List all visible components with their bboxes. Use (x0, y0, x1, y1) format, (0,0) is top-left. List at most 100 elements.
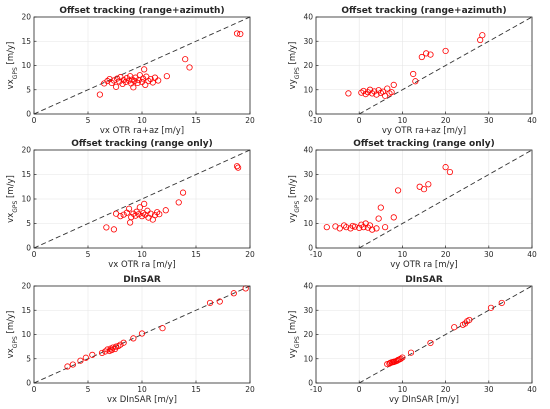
data-point-30 (147, 75, 154, 83)
x-tick-label-3: 20 (441, 250, 451, 259)
data-point-16 (375, 215, 382, 222)
x-tick-label-4: 30 (484, 250, 494, 259)
data-point-19 (466, 316, 473, 324)
data-point-37 (233, 30, 241, 37)
y-tick-label-3: 30 (303, 170, 313, 179)
y-axis-label: vxGPS [m/y] (6, 42, 19, 90)
x-tick-label-0: -10 (310, 116, 322, 125)
y-axis-label-subscript: GPS (294, 336, 301, 348)
x-tick-label-3: 15 (191, 116, 201, 125)
data-point-19 (131, 77, 138, 85)
data-point-13 (136, 204, 143, 211)
data-point-10 (360, 224, 367, 231)
y-tick-label-1: 5 (26, 219, 31, 228)
data-point-15 (373, 225, 380, 232)
chart-title: Offset tracking (range only) (71, 139, 212, 149)
data-point-12 (135, 211, 142, 218)
reference-line (358, 149, 533, 249)
chart-title: Offset tracking (range only) (353, 139, 494, 149)
data-point-25 (162, 207, 169, 214)
x-tick-label-0: 0 (32, 250, 37, 259)
chart-title: Offset tracking (range+azimuth) (59, 6, 224, 16)
data-point-18 (412, 78, 419, 85)
x-tick-label-4: 30 (484, 385, 494, 394)
chart-title: DInSAR (405, 275, 443, 285)
data-point-11 (397, 355, 404, 362)
y-tick-label-1: 5 (26, 85, 31, 94)
data-point-17 (130, 335, 137, 342)
x-tick-label-0: -10 (310, 250, 322, 259)
data-point-13 (407, 349, 415, 356)
data-point-3 (340, 222, 348, 229)
y-tick-label-3: 15 (21, 37, 31, 46)
x-tick-label-1: 5 (86, 385, 91, 394)
data-point-28 (233, 163, 241, 170)
y-tick-label-4: 20 (21, 282, 31, 291)
y-tick-label-2: 10 (21, 330, 31, 339)
x-tick-label-1: 0 (357, 116, 362, 125)
y-axis-label-unit: [m/y] (6, 175, 16, 201)
data-point-3 (117, 213, 124, 220)
data-point-4 (89, 351, 96, 358)
data-point-7 (127, 219, 134, 226)
x-tick-label-3: 15 (191, 385, 201, 394)
x-tick-label-1: 0 (357, 385, 362, 394)
data-point-21 (134, 79, 141, 87)
data-point-14 (138, 213, 146, 220)
data-point-26 (175, 199, 182, 206)
data-point-15 (451, 324, 458, 331)
data-point-6 (112, 83, 120, 90)
y-tick-label-2: 20 (303, 61, 313, 70)
x-axis-label: vx OTR ra [m/y] (108, 260, 175, 270)
data-point-10 (396, 356, 403, 363)
data-point-27 (142, 81, 149, 89)
y-tick-label-4: 20 (21, 146, 31, 155)
y-tick-label-2: 10 (21, 61, 31, 70)
y-tick-label-0: 0 (308, 379, 313, 388)
x-tick-label-1: 5 (86, 116, 91, 125)
y-tick-label-0: 0 (26, 379, 31, 388)
x-tick-label-4: 20 (245, 385, 255, 394)
y-axis-label-main: vx (6, 348, 16, 358)
y-tick-label-1: 10 (303, 85, 313, 94)
y-tick-label-4: 40 (303, 282, 313, 291)
y-tick-label-3: 30 (303, 37, 313, 46)
reference-line (358, 16, 533, 115)
data-point-3 (82, 354, 89, 361)
data-point-18 (382, 224, 389, 231)
data-point-19 (159, 325, 166, 332)
data-point-10 (119, 80, 126, 88)
data-point-0 (323, 224, 330, 231)
y-tick-label-0: 0 (26, 244, 31, 253)
y-axis-label-main: vx (6, 79, 16, 89)
y-axis-label-subscript: GPS (12, 200, 19, 212)
data-point-21 (427, 51, 434, 58)
data-point-20 (394, 187, 402, 194)
y-axis-label: vyGPS [m/y] (288, 175, 301, 223)
data-point-23 (136, 72, 143, 79)
x-tick-label-4: 20 (245, 116, 255, 125)
data-point-33 (155, 77, 162, 84)
data-point-26 (141, 66, 148, 73)
data-point-18 (130, 84, 137, 91)
x-tick-label-2: 10 (398, 385, 408, 394)
data-point-1 (110, 226, 118, 233)
data-point-24 (442, 164, 449, 171)
data-point-34 (163, 73, 170, 80)
data-point-4 (120, 211, 127, 218)
data-point-3 (362, 91, 369, 98)
data-point-25 (446, 168, 454, 176)
data-point-7 (371, 88, 378, 95)
x-tick-label-5: 40 (527, 385, 537, 394)
data-point-0 (64, 363, 71, 370)
x-axis-label: vx OTR ra+az [m/y] (100, 126, 184, 136)
y-axis-label-subscript: GPS (12, 336, 19, 348)
y-axis-label: vyGPS [m/y] (288, 311, 301, 359)
data-point-38 (237, 30, 244, 38)
data-point-35 (182, 56, 189, 63)
x-tick-label-4: 20 (245, 250, 255, 259)
data-point-15 (117, 341, 124, 348)
chart-title: Offset tracking (range+azimuth) (341, 6, 506, 16)
data-point-24 (479, 32, 486, 39)
